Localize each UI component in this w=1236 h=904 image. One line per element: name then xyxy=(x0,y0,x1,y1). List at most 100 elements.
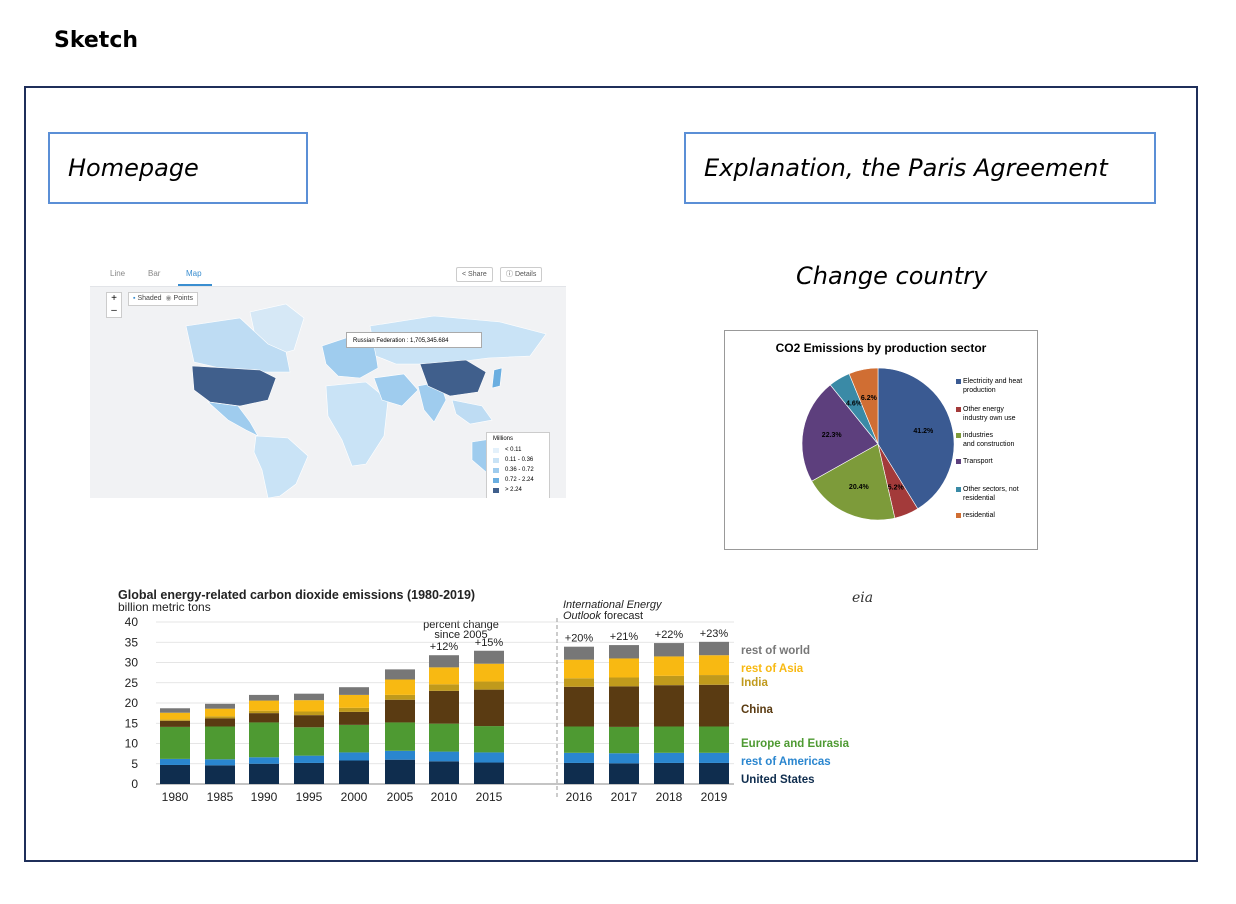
bar-segment xyxy=(564,659,594,679)
display-mode-toggle[interactable]: ▪ Shaded ◉ Points xyxy=(128,292,198,306)
tab-map[interactable]: Map xyxy=(186,269,202,278)
bar-segment xyxy=(249,757,279,764)
map-tooltip: Russian Federation : 1,705,345.684 xyxy=(346,332,482,348)
pie-chart-title: CO2 Emissions by production sector xyxy=(775,341,987,355)
bar-segment xyxy=(385,750,415,760)
points-icon: ◉ xyxy=(165,295,172,302)
eia-logo: eia xyxy=(852,590,874,606)
percent-change-annotation: +23% xyxy=(700,628,729,640)
bar-segment xyxy=(609,763,639,784)
bar-segment xyxy=(699,762,729,784)
y-tick-label: 20 xyxy=(125,696,139,710)
bar-segment xyxy=(339,752,369,761)
pie-slice-label: 5.2% xyxy=(888,485,905,492)
map-legend-label: 0.72 - 2.24 xyxy=(505,477,534,483)
share-icon: < xyxy=(462,271,467,278)
region-africa xyxy=(325,381,389,467)
share-label: Share xyxy=(468,271,487,278)
bar-segment xyxy=(609,677,639,687)
bar-segment xyxy=(294,693,324,701)
bar-segment xyxy=(654,685,684,727)
active-tab-underline xyxy=(178,284,212,286)
map-legend-label: > 2.24 xyxy=(505,487,522,493)
sketch-frame xyxy=(24,86,1198,862)
bar-segment xyxy=(249,722,279,758)
zoom-in-button[interactable]: + xyxy=(111,293,117,304)
map-legend-title: Millions xyxy=(493,436,514,442)
y-tick-label: 40 xyxy=(125,615,139,629)
series-label: India xyxy=(741,677,768,689)
y-tick-label: 30 xyxy=(125,656,139,670)
tab-bar[interactable]: Bar xyxy=(148,269,161,278)
world-map[interactable] xyxy=(90,260,566,498)
forecast-label-suffix: forecast xyxy=(600,610,644,622)
x-tick-label: 1990 xyxy=(251,790,278,804)
bar-segment xyxy=(474,762,504,784)
homepage-button[interactable]: Homepage xyxy=(48,132,308,204)
x-tick-label: 2019 xyxy=(701,790,728,804)
bar-segment xyxy=(385,694,415,700)
bar-segment xyxy=(294,700,324,712)
bar-segment xyxy=(654,726,684,753)
emissions-bar-chart: Global energy-related carbon dioxide emi… xyxy=(118,588,898,808)
share-button[interactable]: < Share xyxy=(456,267,493,282)
bar-segment xyxy=(429,684,459,691)
shaded-option[interactable]: Shaded xyxy=(137,295,162,302)
pie-slice-label: 4.6% xyxy=(846,400,863,407)
bar-segment xyxy=(385,669,415,680)
bar-segment xyxy=(339,760,369,784)
details-button[interactable]: ⓘ Details xyxy=(500,267,543,282)
bar-segment xyxy=(205,708,235,717)
country-china xyxy=(419,359,487,397)
pie-slice xyxy=(848,367,879,445)
bar-segment xyxy=(654,675,684,686)
bar-segment xyxy=(429,690,459,724)
bar-segment xyxy=(564,726,594,753)
bar-segment xyxy=(339,724,369,753)
pie-legend-label: residential xyxy=(963,512,995,519)
bar-segment xyxy=(385,679,415,695)
y-tick-label: 0 xyxy=(131,777,138,791)
bar-segment xyxy=(249,710,279,714)
bar-segment xyxy=(294,727,324,756)
points-option[interactable]: Points xyxy=(173,295,193,302)
series-label: United States xyxy=(741,774,815,786)
series-label: Europe and Eurasia xyxy=(741,738,850,750)
series-label: China xyxy=(741,704,774,716)
bar-segment xyxy=(160,719,190,721)
pie-legend-swatch xyxy=(956,487,961,492)
bar-segment xyxy=(699,726,729,753)
bar-segment xyxy=(205,718,235,727)
percent-change-annotation: +15% xyxy=(475,637,504,649)
pie-legend-label: Electricity and heat production xyxy=(963,378,1023,394)
country-canada xyxy=(185,317,291,373)
tab-line[interactable]: Line xyxy=(110,269,126,278)
bar-segment xyxy=(564,646,594,660)
bar-segment xyxy=(564,678,594,687)
bar-segment xyxy=(699,752,729,763)
x-tick-label: 1995 xyxy=(296,790,323,804)
pie-chart-plot: 41.2% 5.2% 20.4% 22.3% 4.6%6.2% xyxy=(801,367,955,521)
bar-segment xyxy=(249,700,279,711)
bar-segment xyxy=(294,762,324,784)
bar-segment xyxy=(474,689,504,727)
bar-segment xyxy=(654,656,684,676)
country-brazil xyxy=(253,435,309,498)
bar-segment xyxy=(429,655,459,668)
paris-agreement-button[interactable]: Explanation, the Paris Agreement xyxy=(684,132,1156,204)
map-legend-swatch xyxy=(493,448,499,453)
zoom-control: + – xyxy=(106,292,122,318)
bar-segment xyxy=(160,758,190,765)
map-legend-swatch xyxy=(493,468,499,473)
bar-segment xyxy=(160,764,190,784)
bar-chart-title: Global energy-related carbon dioxide emi… xyxy=(118,588,476,602)
change-country-link[interactable]: Change country xyxy=(796,262,988,290)
bar-segment xyxy=(205,726,235,760)
bar-segment xyxy=(654,762,684,784)
zoom-out-button[interactable]: – xyxy=(111,305,117,316)
bar-segment xyxy=(474,752,504,763)
map-legend-swatch xyxy=(493,478,499,483)
bar-segment xyxy=(609,645,639,659)
bar-segment xyxy=(609,686,639,727)
percent-change-label: percent change since 2005 xyxy=(406,620,516,641)
